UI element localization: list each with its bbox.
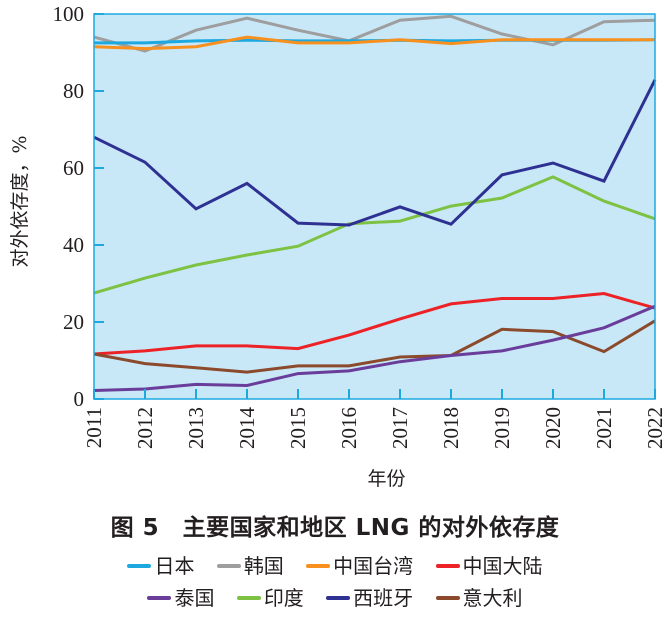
legend-item-china-mainland: 中国大陆: [435, 550, 543, 579]
series-line-5: [93, 175, 656, 295]
x-tick-labels: 2011 2012 2013 2014 2015 2016 2017 2018 2019 2020…: [82, 407, 667, 450]
legend-item-india: 印度: [236, 582, 304, 611]
legend-swatch: [236, 595, 261, 600]
legend-swatch: [326, 595, 351, 600]
legend-item-spain: 西班牙: [326, 582, 413, 611]
legend-swatch: [435, 595, 460, 600]
x-axis-title: 年份: [367, 468, 405, 490]
series-line-3: [93, 291, 656, 356]
legend-row-1: 日本 韩国 中国台湾 中国大陆: [0, 550, 670, 579]
x-tick-label: 2014: [235, 407, 259, 450]
x-tick-label: 2017: [388, 407, 412, 449]
plot-frame: [93, 13, 656, 400]
x-tick-label: 2022: [643, 407, 667, 449]
x-tick-label: 2016: [337, 407, 361, 449]
legend-swatch: [306, 563, 331, 568]
legend-swatch: [127, 563, 152, 568]
legend-swatch: [147, 595, 172, 600]
plot-area: [94, 14, 655, 399]
axis-layer: [93, 13, 656, 400]
series-line-7: [93, 319, 656, 374]
series-line-6: [93, 79, 657, 227]
legend-label: 日本: [154, 554, 195, 578]
y-tick-label: 60: [63, 156, 84, 180]
legend-label: 西班牙: [353, 586, 414, 610]
legend-swatch: [435, 563, 460, 568]
legend-label: 意大利: [462, 586, 523, 610]
series-line-4: [93, 304, 656, 392]
x-tick-label: 2011: [82, 407, 106, 448]
legend-item-italy: 意大利: [435, 582, 523, 611]
series-line-2: [93, 35, 655, 51]
y-tick-label: 20: [63, 310, 84, 334]
legend-label: 泰国: [174, 586, 215, 610]
legend-row-2: 泰国 印度 西班牙 意大利: [0, 582, 670, 611]
x-tick-label: 2015: [286, 407, 310, 449]
x-tick-label: 2018: [439, 407, 463, 449]
y-tick-labels: 0 20 40 60 80 100: [53, 2, 85, 411]
legend-swatch: [216, 563, 241, 568]
legend-item-taiwan: 中国台湾: [306, 550, 413, 579]
y-tick-label: 0: [74, 387, 85, 411]
y-tick-label: 40: [63, 233, 84, 257]
figure-caption: 图 5 主要国家和地区 LNG 的对外依存度: [110, 515, 560, 541]
legend-label: 韩国: [243, 554, 284, 578]
y-axis-title: 对外依存度，%: [9, 135, 31, 267]
legend-item-korea: 韩国: [216, 550, 284, 579]
legend-item-japan: 日本: [127, 550, 194, 579]
y-tick-label: 80: [63, 79, 84, 103]
y-tick-label: 100: [53, 2, 85, 26]
x-tick-label: 2013: [184, 407, 208, 449]
x-tick-label: 2019: [490, 407, 514, 449]
legend-label: 中国台湾: [333, 554, 414, 578]
x-tick-label: 2021: [592, 407, 616, 449]
series-layer: [93, 14, 657, 392]
x-tick-label: 2020: [541, 407, 565, 449]
legend-label: 中国大陆: [462, 554, 543, 578]
x-tick-label: 2012: [133, 407, 157, 449]
legend-label: 印度: [263, 586, 304, 610]
legend-item-thailand: 泰国: [147, 582, 214, 611]
